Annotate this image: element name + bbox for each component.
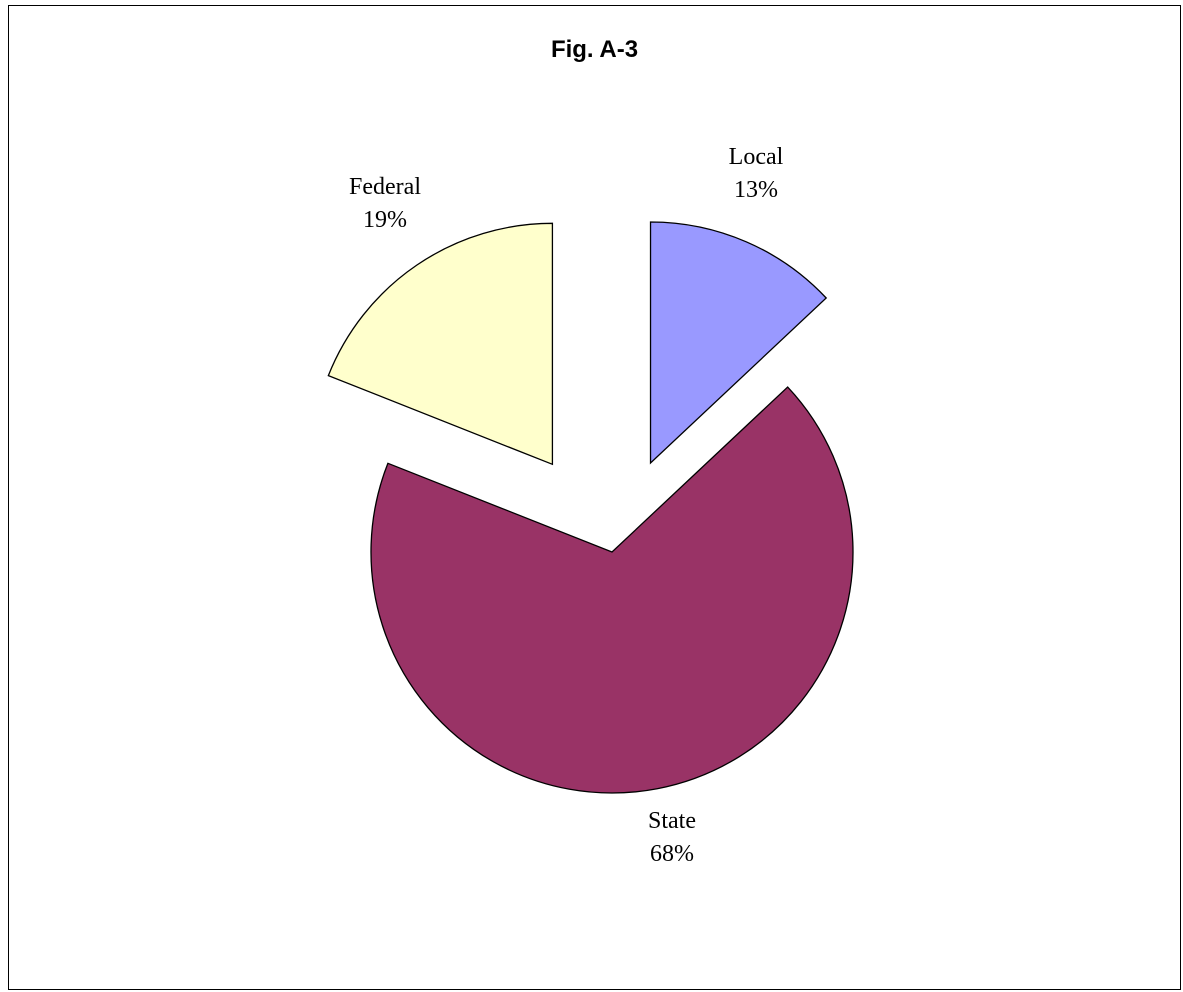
chart-frame: Fig. A-3 — [8, 5, 1181, 990]
slice-value-local: 13% — [734, 177, 778, 203]
slice-label-federal: Federal — [349, 174, 421, 200]
pie-slice-local — [649, 221, 828, 465]
slice-label-local: Local — [729, 144, 784, 170]
slice-label-state: State — [648, 808, 696, 834]
pie-slice-state — [370, 386, 854, 794]
slice-value-state: 68% — [650, 841, 694, 867]
pie-slice-federal — [327, 222, 554, 466]
chart-title: Fig. A-3 — [550, 36, 639, 63]
slice-value-federal: 19% — [363, 207, 407, 233]
